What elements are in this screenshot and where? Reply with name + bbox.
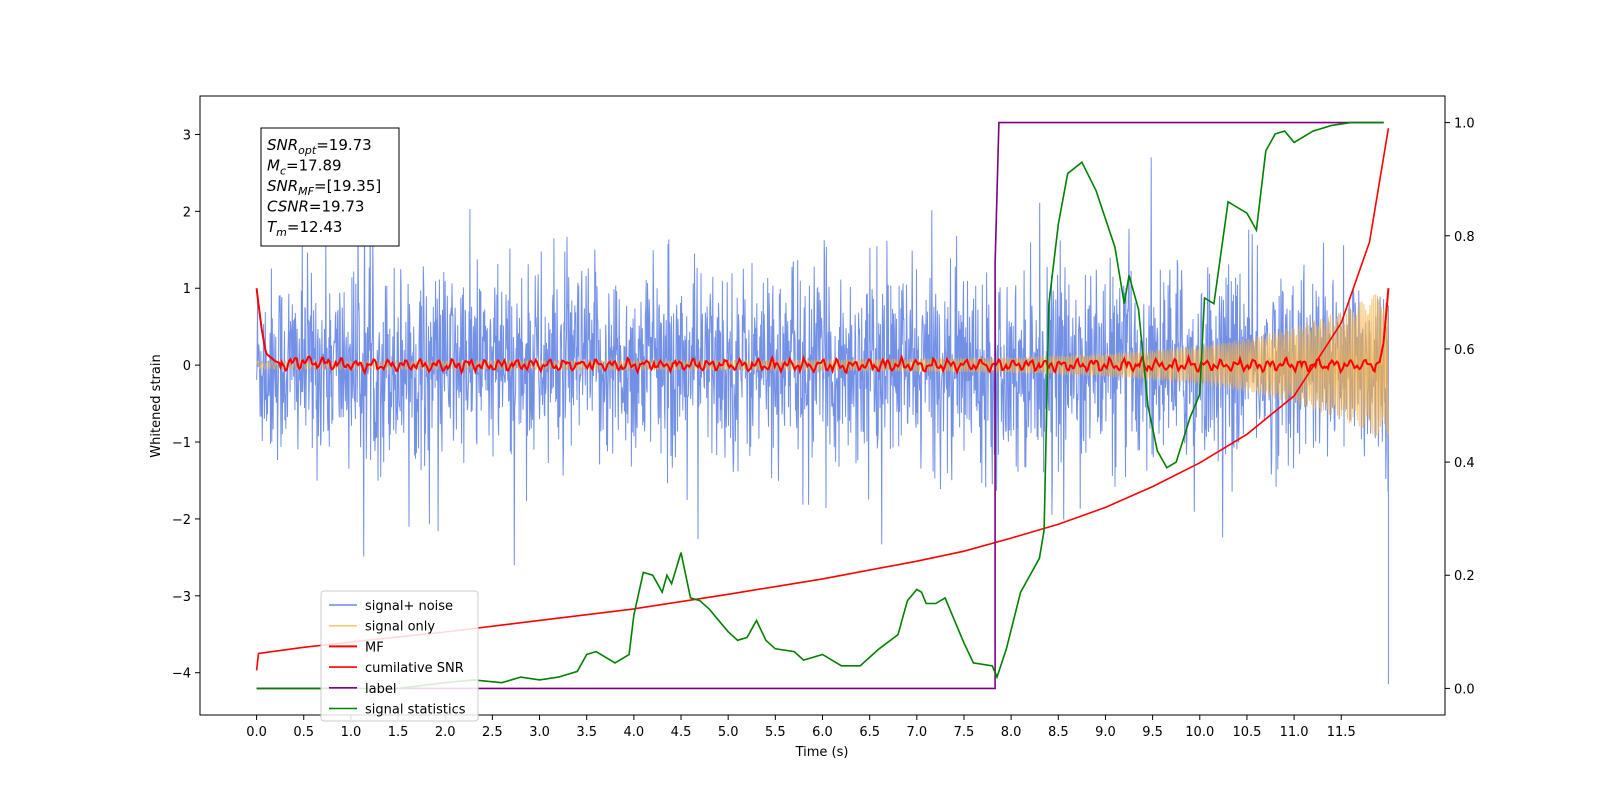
stats-line-base: SNR — [267, 136, 298, 154]
y-left-tick-label: −1 — [172, 436, 191, 451]
y-left-tick-label: 1 — [183, 282, 191, 297]
stats-line-value: =12.43 — [287, 218, 343, 236]
x-tick-label: 3.5 — [576, 725, 597, 740]
x-tick-label: 1.5 — [388, 725, 409, 740]
stats-line: SNRMF=[19.35] — [267, 177, 381, 198]
stats-line-value: =19.73 — [316, 136, 372, 154]
series-label — [256, 121, 1384, 690]
y-right-tick-label: 0.0 — [1454, 682, 1475, 697]
y-right-tick-label: 0.8 — [1454, 230, 1475, 245]
x-tick-label: 10.0 — [1185, 725, 1214, 740]
y-right-tick-label: 0.2 — [1454, 569, 1475, 584]
stats-annotation-box: SNRopt=19.73Mc=17.89SNRMF=[19.35]CSNR=19… — [260, 127, 400, 247]
series-signal-statistics — [256, 121, 1384, 690]
stats-annotation-frame — [260, 127, 400, 247]
series-mf — [255, 288, 1390, 376]
y-right-tick-label: 1.0 — [1454, 117, 1475, 132]
x-tick-label: 0.0 — [246, 725, 267, 740]
legend-frame — [320, 590, 479, 722]
stats-line: Tm=12.43 — [267, 218, 342, 239]
x-axis: 0.0 0.5 1.0 1.5 2.0 2.5 3.0 3.5 4.0 4.5 5.0 5.5 6.0 6… — [246, 715, 1356, 740]
x-tick-label: 5.5 — [765, 725, 786, 740]
stats-line-sub: opt — [298, 144, 317, 157]
legend-entry: MF — [365, 640, 384, 655]
x-tick-label: 2.5 — [482, 725, 503, 740]
x-tick-label: 4.0 — [624, 725, 645, 740]
legend: signal+ noise signal only MF cumilative SNR… — [320, 590, 479, 722]
y-left-tick-label: −3 — [172, 590, 191, 605]
stats-line-base: SNR — [267, 177, 298, 195]
stats-line-base: CSNR — [267, 198, 309, 216]
stats-line-value: =[19.35] — [314, 177, 381, 195]
legend-entry: signal only — [365, 620, 435, 635]
y-left-tick-label: −4 — [172, 667, 191, 682]
x-axis-label: Time (s) — [795, 745, 849, 760]
x-tick-label: 5.0 — [718, 725, 739, 740]
y-right-tick-label: 0.6 — [1454, 343, 1475, 358]
x-tick-label: 7.0 — [906, 725, 927, 740]
x-tick-label: 1.0 — [341, 725, 362, 740]
stats-line-sub: c — [280, 165, 286, 178]
legend-entry: signal statistics — [365, 703, 466, 718]
x-tick-label: 9.5 — [1142, 725, 1163, 740]
x-tick-label: 4.5 — [671, 725, 692, 740]
stats-line-base: M — [267, 157, 280, 175]
x-tick-label: 11.5 — [1327, 725, 1356, 740]
x-tick-label: 11.0 — [1280, 725, 1309, 740]
y-left-tick-label: 0 — [183, 359, 191, 374]
stats-line-value: =19.73 — [309, 198, 365, 216]
stats-line-value: =17.89 — [286, 157, 342, 175]
y-left-tick-label: 3 — [183, 128, 191, 143]
x-tick-label: 9.0 — [1095, 725, 1116, 740]
y-left-tick-label: 2 — [183, 205, 191, 220]
x-tick-label: 0.5 — [293, 725, 314, 740]
y-axis-label: Whitened strain — [149, 354, 164, 457]
stats-line-sub: MF — [298, 185, 314, 198]
stats-line: SNRopt=19.73 — [267, 136, 372, 157]
stats-line-sub: m — [276, 226, 287, 239]
x-tick-label: 2.0 — [435, 725, 456, 740]
x-tick-label: 6.5 — [859, 725, 880, 740]
stats-line: CSNR=19.73 — [267, 198, 364, 216]
y-axis-right: 0.0 0.2 0.4 0.6 0.8 1.0 — [1445, 117, 1475, 697]
legend-entry: label — [365, 682, 396, 697]
y-axis-left: −4 −3 −2 −1 0 1 2 3 — [172, 128, 200, 682]
y-left-tick-label: −2 — [172, 513, 191, 528]
legend-entry: signal+ noise — [365, 599, 453, 614]
x-tick-label: 7.5 — [954, 725, 975, 740]
x-tick-label: 8.0 — [1001, 725, 1022, 740]
x-tick-label: 6.0 — [812, 725, 833, 740]
legend-entry: cumilative SNR — [365, 661, 464, 676]
stats-line: Mc=17.89 — [267, 157, 342, 178]
y-right-tick-label: 0.4 — [1454, 456, 1475, 471]
x-tick-label: 10.5 — [1232, 725, 1261, 740]
stats-line-base: T — [267, 218, 278, 236]
x-tick-label: 3.0 — [529, 725, 550, 740]
x-tick-label: 8.5 — [1048, 725, 1069, 740]
